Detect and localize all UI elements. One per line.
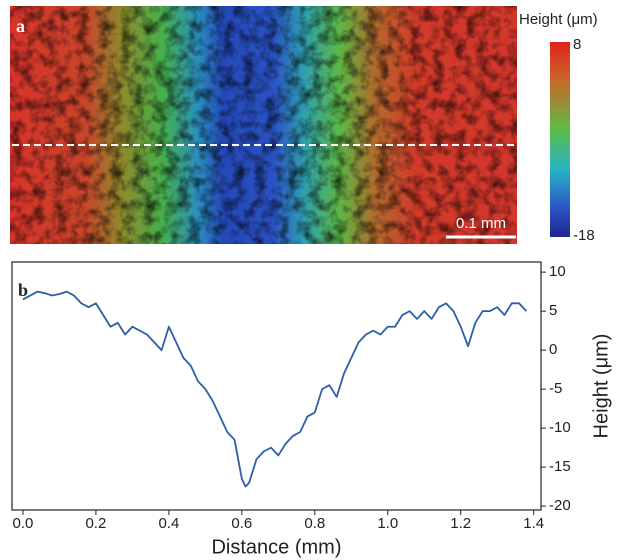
y-tick-label: 10	[549, 263, 566, 280]
colorbar-max: 8	[573, 36, 581, 53]
y-tick-label: -10	[549, 419, 571, 436]
panel-label: a	[16, 16, 25, 36]
map-texture	[10, 6, 517, 244]
scale-bar-label: 0.1 mm	[456, 215, 506, 232]
y-tick-label: 5	[549, 302, 557, 319]
plot-frame	[11, 261, 542, 511]
y-tick-label: -15	[549, 458, 571, 475]
x-tick-label: 0.0	[13, 515, 34, 532]
y-tick-label: 0	[549, 341, 557, 358]
y-axis-title: Height (μm)	[590, 334, 612, 439]
x-tick-label: 0.6	[231, 515, 252, 532]
y-tick-label: -5	[549, 380, 562, 397]
x-tick-label: 1.4	[523, 515, 544, 532]
x-tick-label: 1.2	[450, 515, 471, 532]
height-map: 0.1 mm a Height (μm) 8 -18	[10, 6, 598, 244]
x-tick-label: 0.8	[304, 515, 325, 532]
x-axis-title: Distance (mm)	[211, 536, 341, 558]
x-tick-label: 1.0	[377, 515, 398, 532]
x-tick-label: 0.4	[158, 515, 179, 532]
colorbar	[550, 42, 570, 237]
colorbar-title: Height (μm)	[519, 11, 598, 28]
x-tick-label: 0.2	[85, 515, 106, 532]
y-tick-label: -20	[549, 497, 571, 514]
colorbar-min: -18	[573, 227, 595, 244]
panel-label: b	[18, 280, 28, 300]
profile-line	[22, 290, 528, 488]
profile-plot: b	[18, 280, 28, 300]
